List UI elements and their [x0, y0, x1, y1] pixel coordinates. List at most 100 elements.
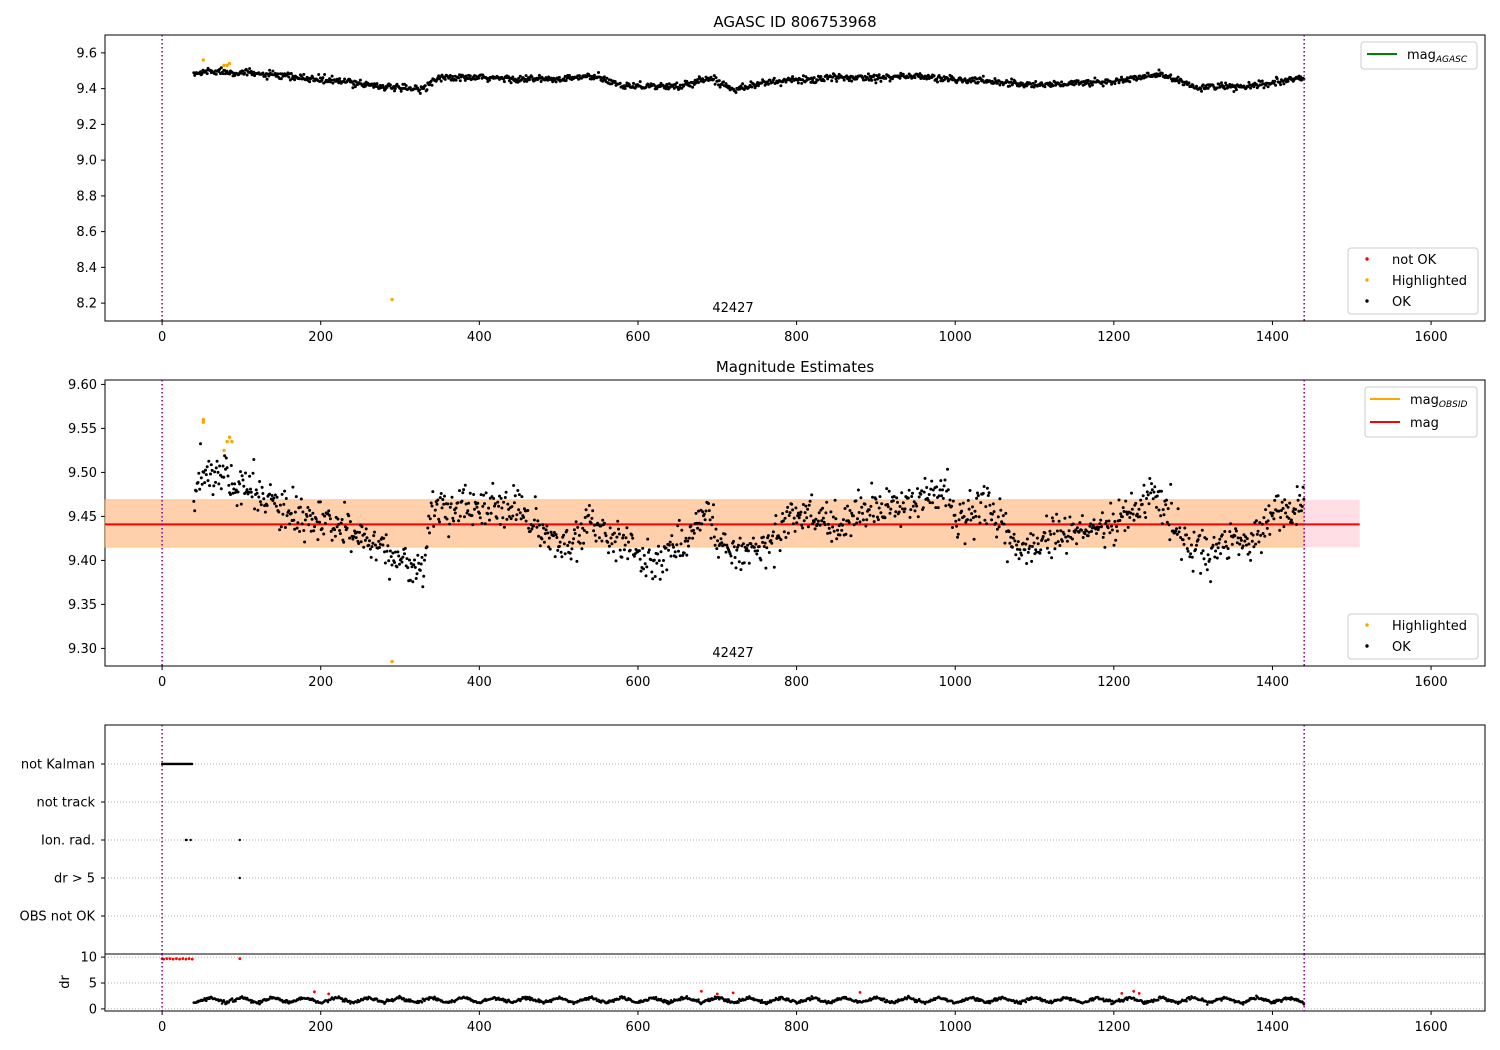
- panel2-ok-point: [369, 555, 373, 559]
- panel2-ok-point: [968, 489, 972, 492]
- panel2-ok-point: [1011, 536, 1015, 540]
- panel2-ok-point: [301, 510, 305, 514]
- panel2-ok-point: [1056, 540, 1060, 544]
- panel2-ok-point: [1239, 538, 1243, 542]
- panel2-ok-point: [408, 578, 412, 582]
- panel1-ok-point: [338, 77, 342, 81]
- panel2-ok-point: [934, 506, 938, 510]
- panel2-ok-point: [999, 508, 1003, 512]
- panel1-ok-point: [811, 78, 815, 82]
- panel1-ytick-label: 9.4: [76, 82, 97, 97]
- panel1-ok-point: [940, 76, 944, 80]
- panel2-highlighted-point: [222, 448, 226, 453]
- panel2-ok-point: [1109, 501, 1113, 505]
- panel2-ok-point: [983, 518, 987, 522]
- panel1-ok-point: [842, 78, 846, 82]
- panel1-ok-point: [925, 77, 929, 81]
- panel2-ok-point: [653, 575, 657, 578]
- panel2-legend-highlighted: Highlighted: [1392, 619, 1467, 634]
- panel2-ok-point: [565, 528, 569, 532]
- panel2-ok-point: [608, 526, 612, 530]
- panel2-ok-point: [810, 493, 814, 497]
- panel2-ok-point: [617, 527, 620, 531]
- panel1-ok-point: [1249, 86, 1253, 90]
- panel2-ok-point: [1271, 511, 1275, 515]
- panel4-xtick-label: 1400: [1256, 1020, 1289, 1035]
- dr-point: [882, 997, 886, 1001]
- panel2-ok-point: [1081, 536, 1085, 539]
- panel2-ok-point: [336, 517, 340, 521]
- panel2-ok-point: [562, 542, 566, 546]
- panel2-ok-point: [941, 488, 944, 492]
- panel1-ok-point: [418, 91, 422, 95]
- panel2-ok-point: [265, 504, 269, 507]
- panel1-ok-point: [527, 78, 531, 82]
- panel2-ok-point: [900, 491, 904, 495]
- panel2-ok-point: [713, 543, 717, 547]
- panel2-ok-point: [214, 480, 217, 484]
- panel2-ok-point: [1113, 520, 1117, 523]
- panel2-ok-point: [657, 544, 660, 548]
- panel1-ok-point: [539, 80, 543, 83]
- panel2-ok-point: [1252, 545, 1256, 549]
- panel2-ok-point: [1063, 516, 1067, 520]
- panel1-ok-point: [219, 66, 223, 70]
- panel2-ok-point: [610, 542, 614, 546]
- panel2-ok-point: [1114, 538, 1118, 542]
- panel1-ok-point: [717, 83, 720, 87]
- panel2-ytick-label: 9.45: [68, 510, 97, 525]
- panel2-ok-point: [639, 569, 643, 573]
- panel2-ok-point: [457, 519, 461, 523]
- panel2-ok-point: [897, 510, 901, 514]
- panel2-ok-point: [665, 568, 669, 572]
- panel1-ok-point: [457, 76, 461, 80]
- panel2-ok-point: [607, 551, 610, 555]
- panel2-ok-point: [447, 535, 451, 539]
- panel2-ok-point: [990, 518, 994, 522]
- panel2-ok-point: [1024, 542, 1028, 546]
- panel2-ok-point: [1135, 512, 1139, 516]
- panel2-ok-point: [1257, 540, 1261, 544]
- panel2-ok-point: [953, 513, 957, 517]
- panel1-ok-point: [331, 81, 335, 85]
- panel2-ok-point: [722, 543, 726, 547]
- panel1-ok-point: [712, 74, 716, 78]
- panel2-ok-point: [997, 525, 1001, 529]
- panel2-ok-point: [249, 490, 253, 494]
- panel2-ok-point: [409, 562, 413, 565]
- panel2-highlighted-point: [390, 659, 394, 664]
- panel2-ok-point: [194, 489, 198, 493]
- panel2-ok-point: [1291, 510, 1295, 513]
- panel2-ok-point: [327, 509, 331, 513]
- panel2-ytick-label: 9.30: [68, 642, 97, 657]
- panel2-ok-point: [859, 496, 863, 500]
- panel1-ok-point: [835, 79, 839, 83]
- panel2-ok-point: [757, 545, 761, 549]
- panel2-ok-point: [496, 500, 500, 504]
- dr-point: [810, 995, 813, 998]
- panel1-ok-point: [898, 76, 902, 80]
- panel2-ok-point: [592, 523, 596, 527]
- panel2-ok-point: [1215, 542, 1218, 546]
- panel2-ok-point: [1115, 529, 1119, 533]
- panel1-ok-point: [1217, 82, 1221, 86]
- panel2-ok-point: [1075, 542, 1079, 546]
- panel2-ok-point: [1244, 543, 1248, 547]
- panel2-ok-point: [937, 494, 941, 498]
- panel1-ok-point: [816, 78, 820, 82]
- panel2-ok-point: [854, 499, 858, 503]
- panel2-ok-point: [1146, 493, 1150, 497]
- panel2-ok-point: [1192, 530, 1196, 534]
- panel2-ok-point: [1086, 534, 1090, 538]
- panel2-ok-point: [428, 531, 431, 535]
- panel2-ok-point: [1004, 511, 1008, 515]
- panel2-ok-point: [242, 484, 246, 488]
- panel1-ok-point: [597, 71, 600, 74]
- panel1-ok-point: [998, 83, 1002, 87]
- panel2-ok-point: [832, 529, 836, 533]
- panel2-ok-point: [1095, 532, 1098, 535]
- panel2-ok-point: [1070, 537, 1074, 541]
- panel2-ok-point: [1145, 490, 1149, 494]
- dr-point: [1206, 1003, 1209, 1006]
- panel2-ok-point: [621, 536, 625, 540]
